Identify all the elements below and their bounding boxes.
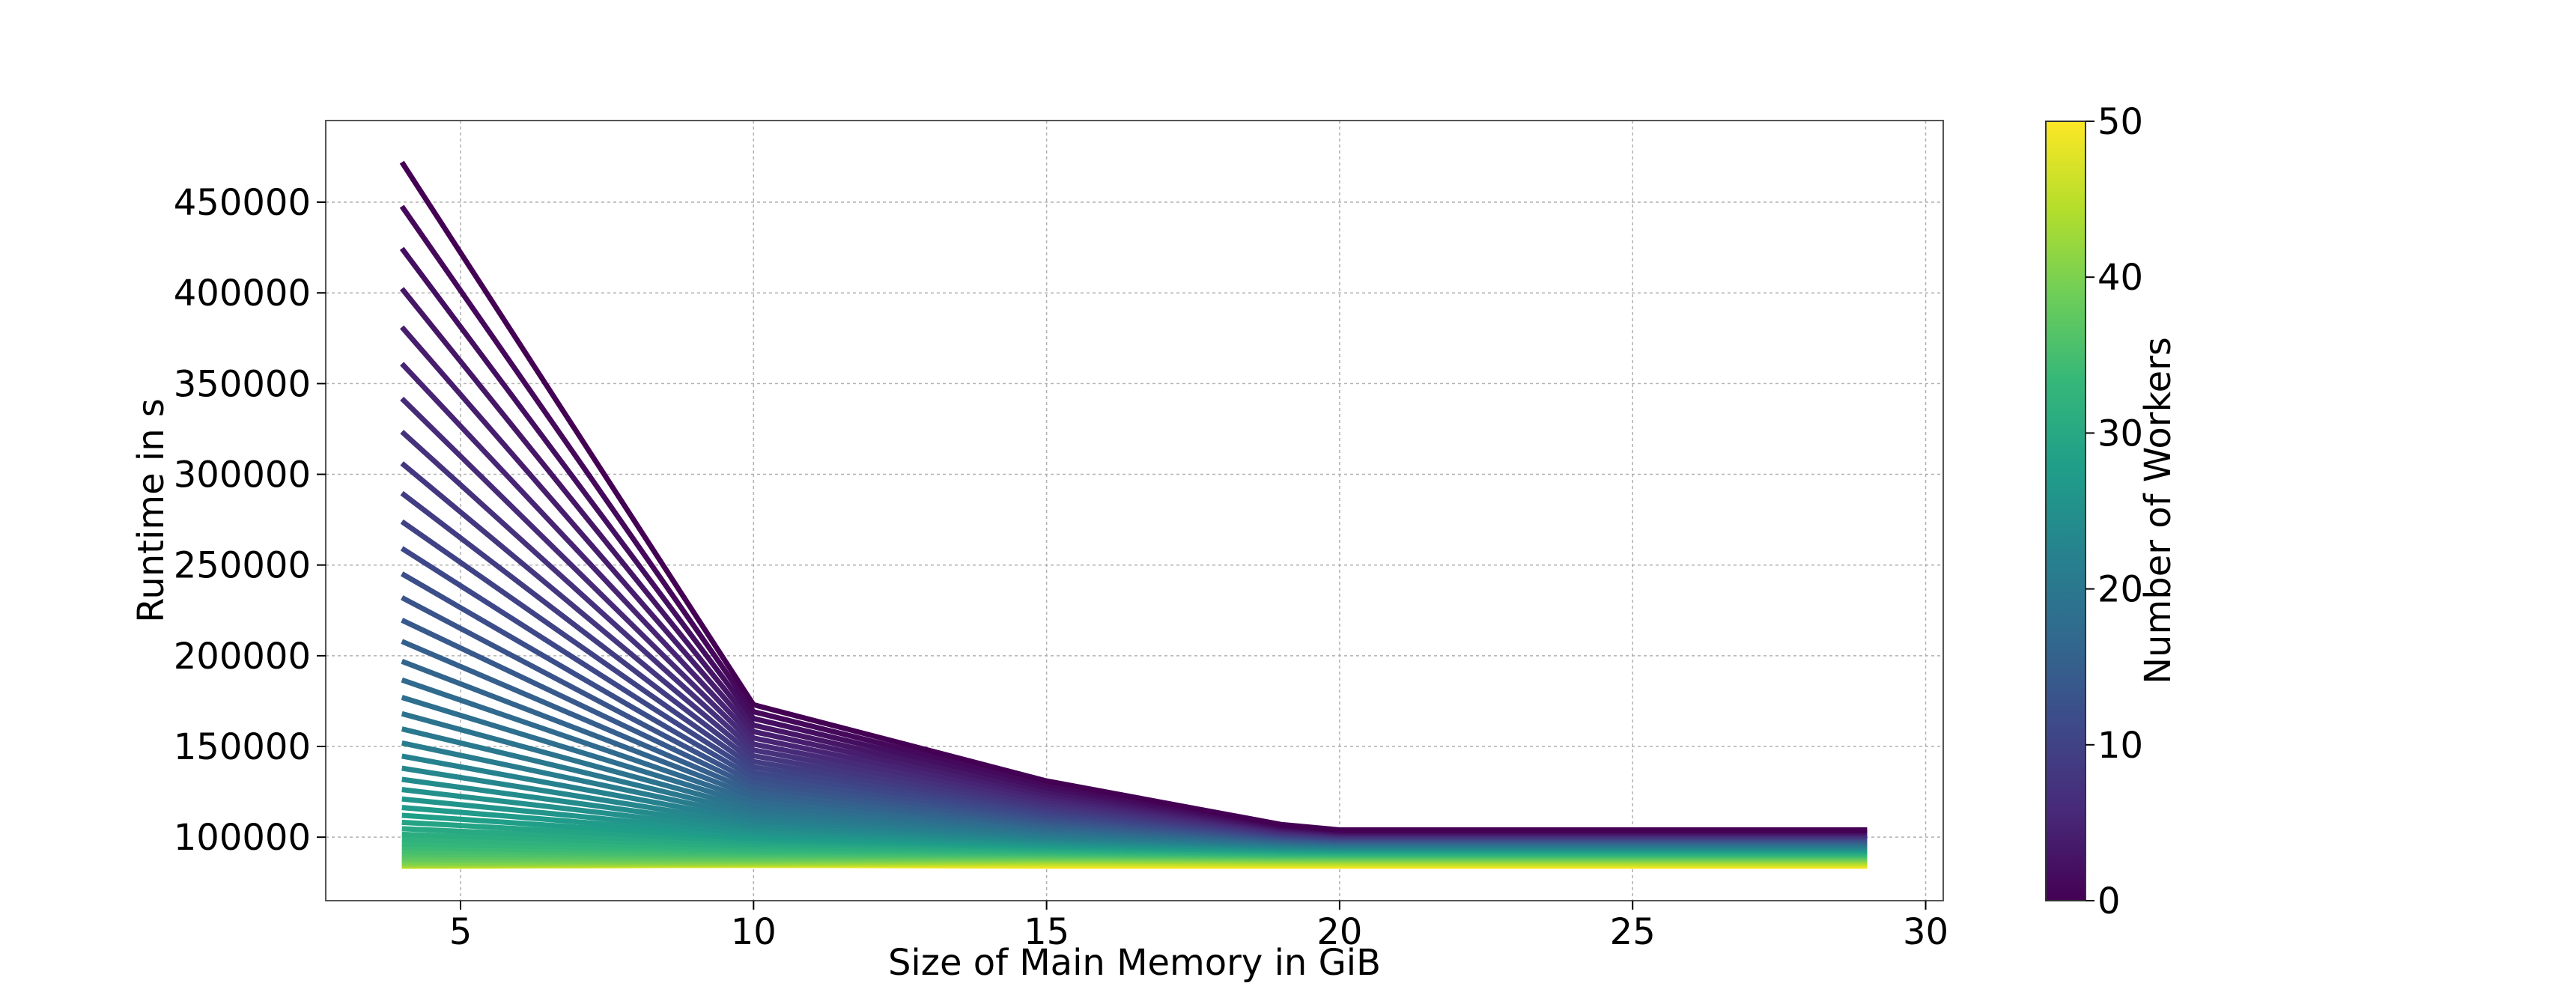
grid-lines (326, 121, 1943, 901)
series-line (399, 160, 1868, 833)
colorbar-ticks: 0 10 20 30 40 50 (2086, 101, 2143, 922)
x-tick-label: 30 (1903, 911, 1948, 953)
x-tick-label: 20 (1316, 911, 1362, 953)
colorbar: 0 10 20 30 40 50 Number of Workers (2045, 101, 2179, 922)
y-tick-label: 300000 (174, 454, 311, 496)
y-tick-label: 100000 (174, 817, 311, 859)
colorbar-tick-label: 10 (2097, 725, 2143, 767)
y-tick-label: 450000 (174, 182, 311, 224)
y-tick-label: 400000 (174, 273, 311, 314)
colorbar-tick-label: 20 (2097, 569, 2143, 611)
series-lines (399, 160, 1868, 869)
y-tick-label: 350000 (174, 363, 311, 405)
y-axis-label: Runtime in s (130, 398, 172, 623)
y-axis: 100000 150000 200000 250000 300000 350000 4000… (174, 182, 326, 859)
y-tick-label: 200000 (174, 636, 311, 678)
x-tick-label: 15 (1024, 911, 1069, 953)
series-line (399, 287, 1868, 835)
colorbar-label: Number of Workers (2137, 337, 2179, 684)
x-tick-label: 5 (449, 911, 473, 953)
x-axis: 5 10 15 20 25 30 (449, 901, 1948, 953)
plot-frame (325, 120, 1944, 901)
x-tick-label: 10 (731, 911, 777, 953)
x-axis-label: Size of Main Memory in GiB (888, 942, 1381, 984)
y-tick-label: 250000 (174, 545, 311, 587)
colorbar-tick-label: 50 (2097, 101, 2143, 143)
colorbar-tick-label: 30 (2097, 413, 2143, 454)
colorbar-tick-label: 0 (2097, 880, 2121, 922)
y-tick-label: 150000 (174, 726, 311, 768)
series-line (400, 396, 1868, 837)
colorbar-gradient (2045, 121, 2086, 901)
colorbar-tick-label: 40 (2097, 257, 2143, 299)
x-tick-label: 25 (1610, 911, 1656, 953)
